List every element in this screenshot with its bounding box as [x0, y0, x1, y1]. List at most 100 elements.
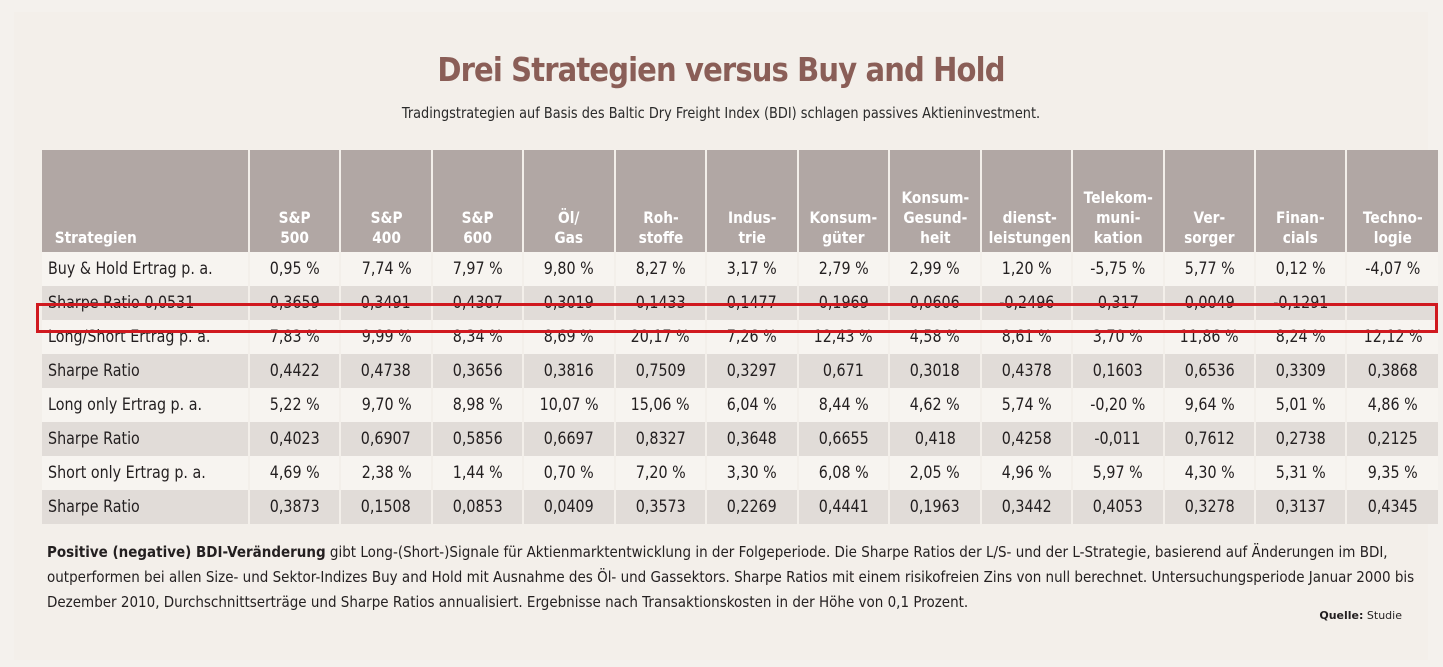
column-header: dienst- leistungen	[979, 150, 1073, 252]
table-cell: 0,4053	[1071, 490, 1164, 524]
table-cell: 8,24 %	[1254, 320, 1347, 354]
cell-value: 0,3278	[1184, 497, 1235, 517]
column-header: Finan- cials	[1254, 150, 1347, 252]
cell-value: 3,17 %	[727, 259, 777, 279]
cell-value: 0,2738	[1275, 429, 1326, 449]
table-cell: 0,3018	[888, 354, 981, 388]
table-cell: 7,83 %	[248, 320, 341, 354]
cell-value: 0,6536	[1184, 361, 1235, 381]
table-cell: 0,1963	[888, 490, 981, 524]
table-cell: 5,22 %	[248, 388, 341, 422]
table-cell: 0,3573	[613, 490, 707, 524]
cell-value: 0,2269	[727, 497, 778, 517]
table-cell: 5,97 %	[1071, 456, 1164, 490]
table-cell: 0,5856	[430, 422, 524, 456]
cell-value: 0,70 %	[544, 463, 595, 483]
table-cell: 12,43 %	[796, 320, 890, 354]
cell-value: 7,97 %	[452, 259, 503, 279]
cell-value: 0,6655	[818, 429, 869, 449]
table-cell: 7,97 %	[430, 252, 524, 286]
cell-value: 0,4441	[818, 497, 869, 517]
table-cell: 8,27 %	[613, 252, 707, 286]
table-cell: 1,44 %	[430, 456, 524, 490]
row-label-text: Long only Ertrag p. a.	[48, 395, 202, 415]
table-cell: 0,3816	[522, 354, 615, 388]
column-header-label: S&P 400	[370, 208, 403, 247]
table-cell: 6,08 %	[796, 456, 890, 490]
cell-value: 0,4738	[361, 361, 412, 381]
source-value: Studie	[1363, 609, 1402, 622]
strategy-table: Strategien S&P 500 S&P 400 S&P 600 Öl/ Gas Ro…	[42, 150, 1438, 524]
table-cell: -0,20 %	[1071, 388, 1164, 422]
table-cell: 3,17 %	[705, 252, 798, 286]
highlight-box	[36, 303, 1438, 333]
cell-value: 6,04 %	[727, 395, 777, 415]
cell-value: 0,4345	[1367, 497, 1418, 517]
cell-value: -5,75 %	[1090, 259, 1146, 279]
cell-value: 0,6907	[361, 429, 412, 449]
cell-value: 0,3873	[269, 497, 320, 517]
column-header: S&P 500	[248, 150, 341, 252]
table-cell: 0,671	[796, 354, 890, 388]
table-cell: 0,3137	[1254, 490, 1347, 524]
table-cell: 9,35 %	[1345, 456, 1438, 490]
footnote-bold-lead: Positive (negative) BDI-Veränderung	[47, 543, 326, 561]
table-cell: 5,01 %	[1254, 388, 1347, 422]
table-row: Long/Short Ertrag p. a. 7,83 % 9,99 % 8,34 …	[42, 320, 1438, 354]
cell-value: 0,3297	[727, 361, 778, 381]
table-cell: 8,34 %	[430, 320, 524, 354]
cell-value: 0,7509	[635, 361, 686, 381]
column-header-label: Techno- logie	[1362, 208, 1423, 247]
table-cell: 0,1603	[1071, 354, 1164, 388]
cell-value: 0,3573	[635, 497, 686, 517]
cell-value: 2,05 %	[909, 463, 960, 483]
cell-value: 0,3137	[1275, 497, 1326, 517]
cell-value: 3,30 %	[727, 463, 777, 483]
table-cell: 0,7612	[1162, 422, 1256, 456]
column-header: Öl/ Gas	[522, 150, 615, 252]
cell-value: 4,96 %	[1001, 463, 1052, 483]
cell-value: 0,12 %	[1275, 259, 1326, 279]
table-cell: 0,3278	[1162, 490, 1256, 524]
table-cell: -0,011	[1071, 422, 1164, 456]
source-label: Quelle:	[1319, 609, 1364, 622]
column-header: Konsum- Gesund- heit	[888, 150, 981, 252]
table-cell: 4,62 %	[888, 388, 981, 422]
footnote-text: gibt Long-(Short-)Signale für Aktienmark…	[47, 543, 1415, 611]
table-cell: 11,86 %	[1162, 320, 1256, 354]
table-cell: 5,31 %	[1254, 456, 1347, 490]
column-header: Roh- stoffe	[613, 150, 707, 252]
cell-value: 0,4422	[269, 361, 320, 381]
table-cell: 0,4023	[248, 422, 341, 456]
column-header: Konsum- güter	[796, 150, 890, 252]
table-cell: 0,2269	[705, 490, 798, 524]
cell-value: 0,4258	[1001, 429, 1052, 449]
cell-value: 0,6697	[544, 429, 595, 449]
table-cell: 4,86 %	[1345, 388, 1438, 422]
cell-value: 2,99 %	[909, 259, 960, 279]
row-label-text: Sharpe Ratio	[48, 497, 140, 517]
table-cell: 0,6655	[796, 422, 890, 456]
column-header-label: S&P 500	[278, 208, 311, 247]
cell-value: 0,4378	[1001, 361, 1052, 381]
cell-value: 0,1963	[909, 497, 960, 517]
table-cell: 4,58 %	[888, 320, 981, 354]
table-cell: 0,8327	[613, 422, 707, 456]
cell-value: 0,3656	[452, 361, 503, 381]
table-cell: 10,07 %	[522, 388, 615, 422]
column-header-label: dienst- leistungen	[988, 208, 1071, 247]
table-cell: 0,95 %	[248, 252, 341, 286]
cell-value: 4,86 %	[1367, 395, 1418, 415]
cell-value: 5,97 %	[1092, 463, 1143, 483]
table-cell: 0,2738	[1254, 422, 1347, 456]
cell-value: 0,1508	[361, 497, 412, 517]
cell-value: 0,5856	[452, 429, 503, 449]
table-cell: 0,6907	[339, 422, 432, 456]
table-cell: 8,44 %	[796, 388, 890, 422]
table-cell: -4,07 %	[1345, 252, 1438, 286]
cell-value: 5,77 %	[1184, 259, 1235, 279]
row-label: Buy & Hold Ertrag p. a.	[42, 252, 250, 286]
cell-value: 7,20 %	[635, 463, 686, 483]
cell-value: 0,4023	[269, 429, 320, 449]
table-cell: 2,99 %	[888, 252, 981, 286]
